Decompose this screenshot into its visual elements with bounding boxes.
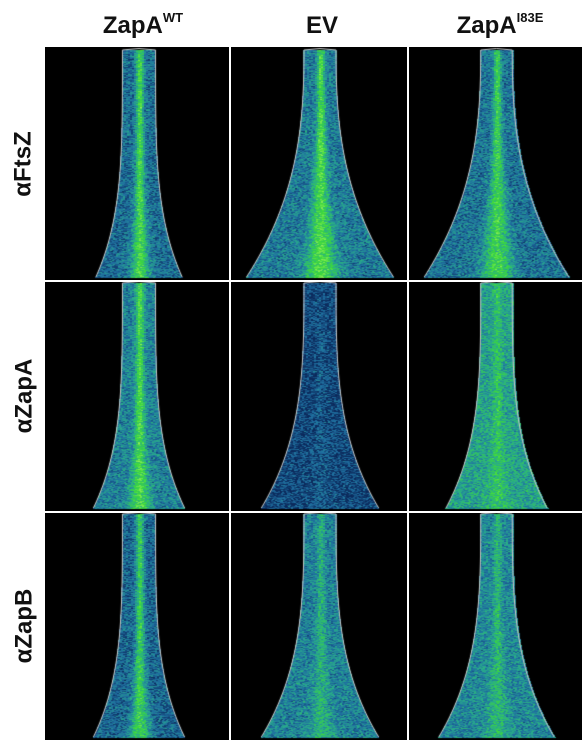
column-separator <box>229 47 231 740</box>
demograph-canvas <box>45 47 582 740</box>
column-header-superscript: WT <box>162 10 184 25</box>
column-header-main: ZapA <box>456 12 517 39</box>
column-header-main: EV <box>305 12 338 39</box>
column-header-main: ZapA <box>102 12 163 39</box>
column-header-zapa-i83e: ZapAI83E <box>420 10 580 40</box>
row-separator <box>45 511 582 513</box>
row-label-text: αFtsZ <box>10 130 38 197</box>
row-label-ftsz: αFtsZ <box>6 47 42 280</box>
column-separator <box>407 47 409 740</box>
column-header-ev: EV <box>242 12 402 40</box>
row-label-text: αZapB <box>10 588 38 663</box>
demograph-grid <box>45 47 582 740</box>
row-label-zapa: αZapA <box>6 280 42 511</box>
column-header-zapa-wt: ZapAWT <box>63 10 223 40</box>
column-header-superscript: I83E <box>516 10 544 25</box>
row-separator <box>45 280 582 282</box>
row-label-text: αZapA <box>10 358 38 433</box>
row-label-zapb: αZapB <box>6 511 42 740</box>
